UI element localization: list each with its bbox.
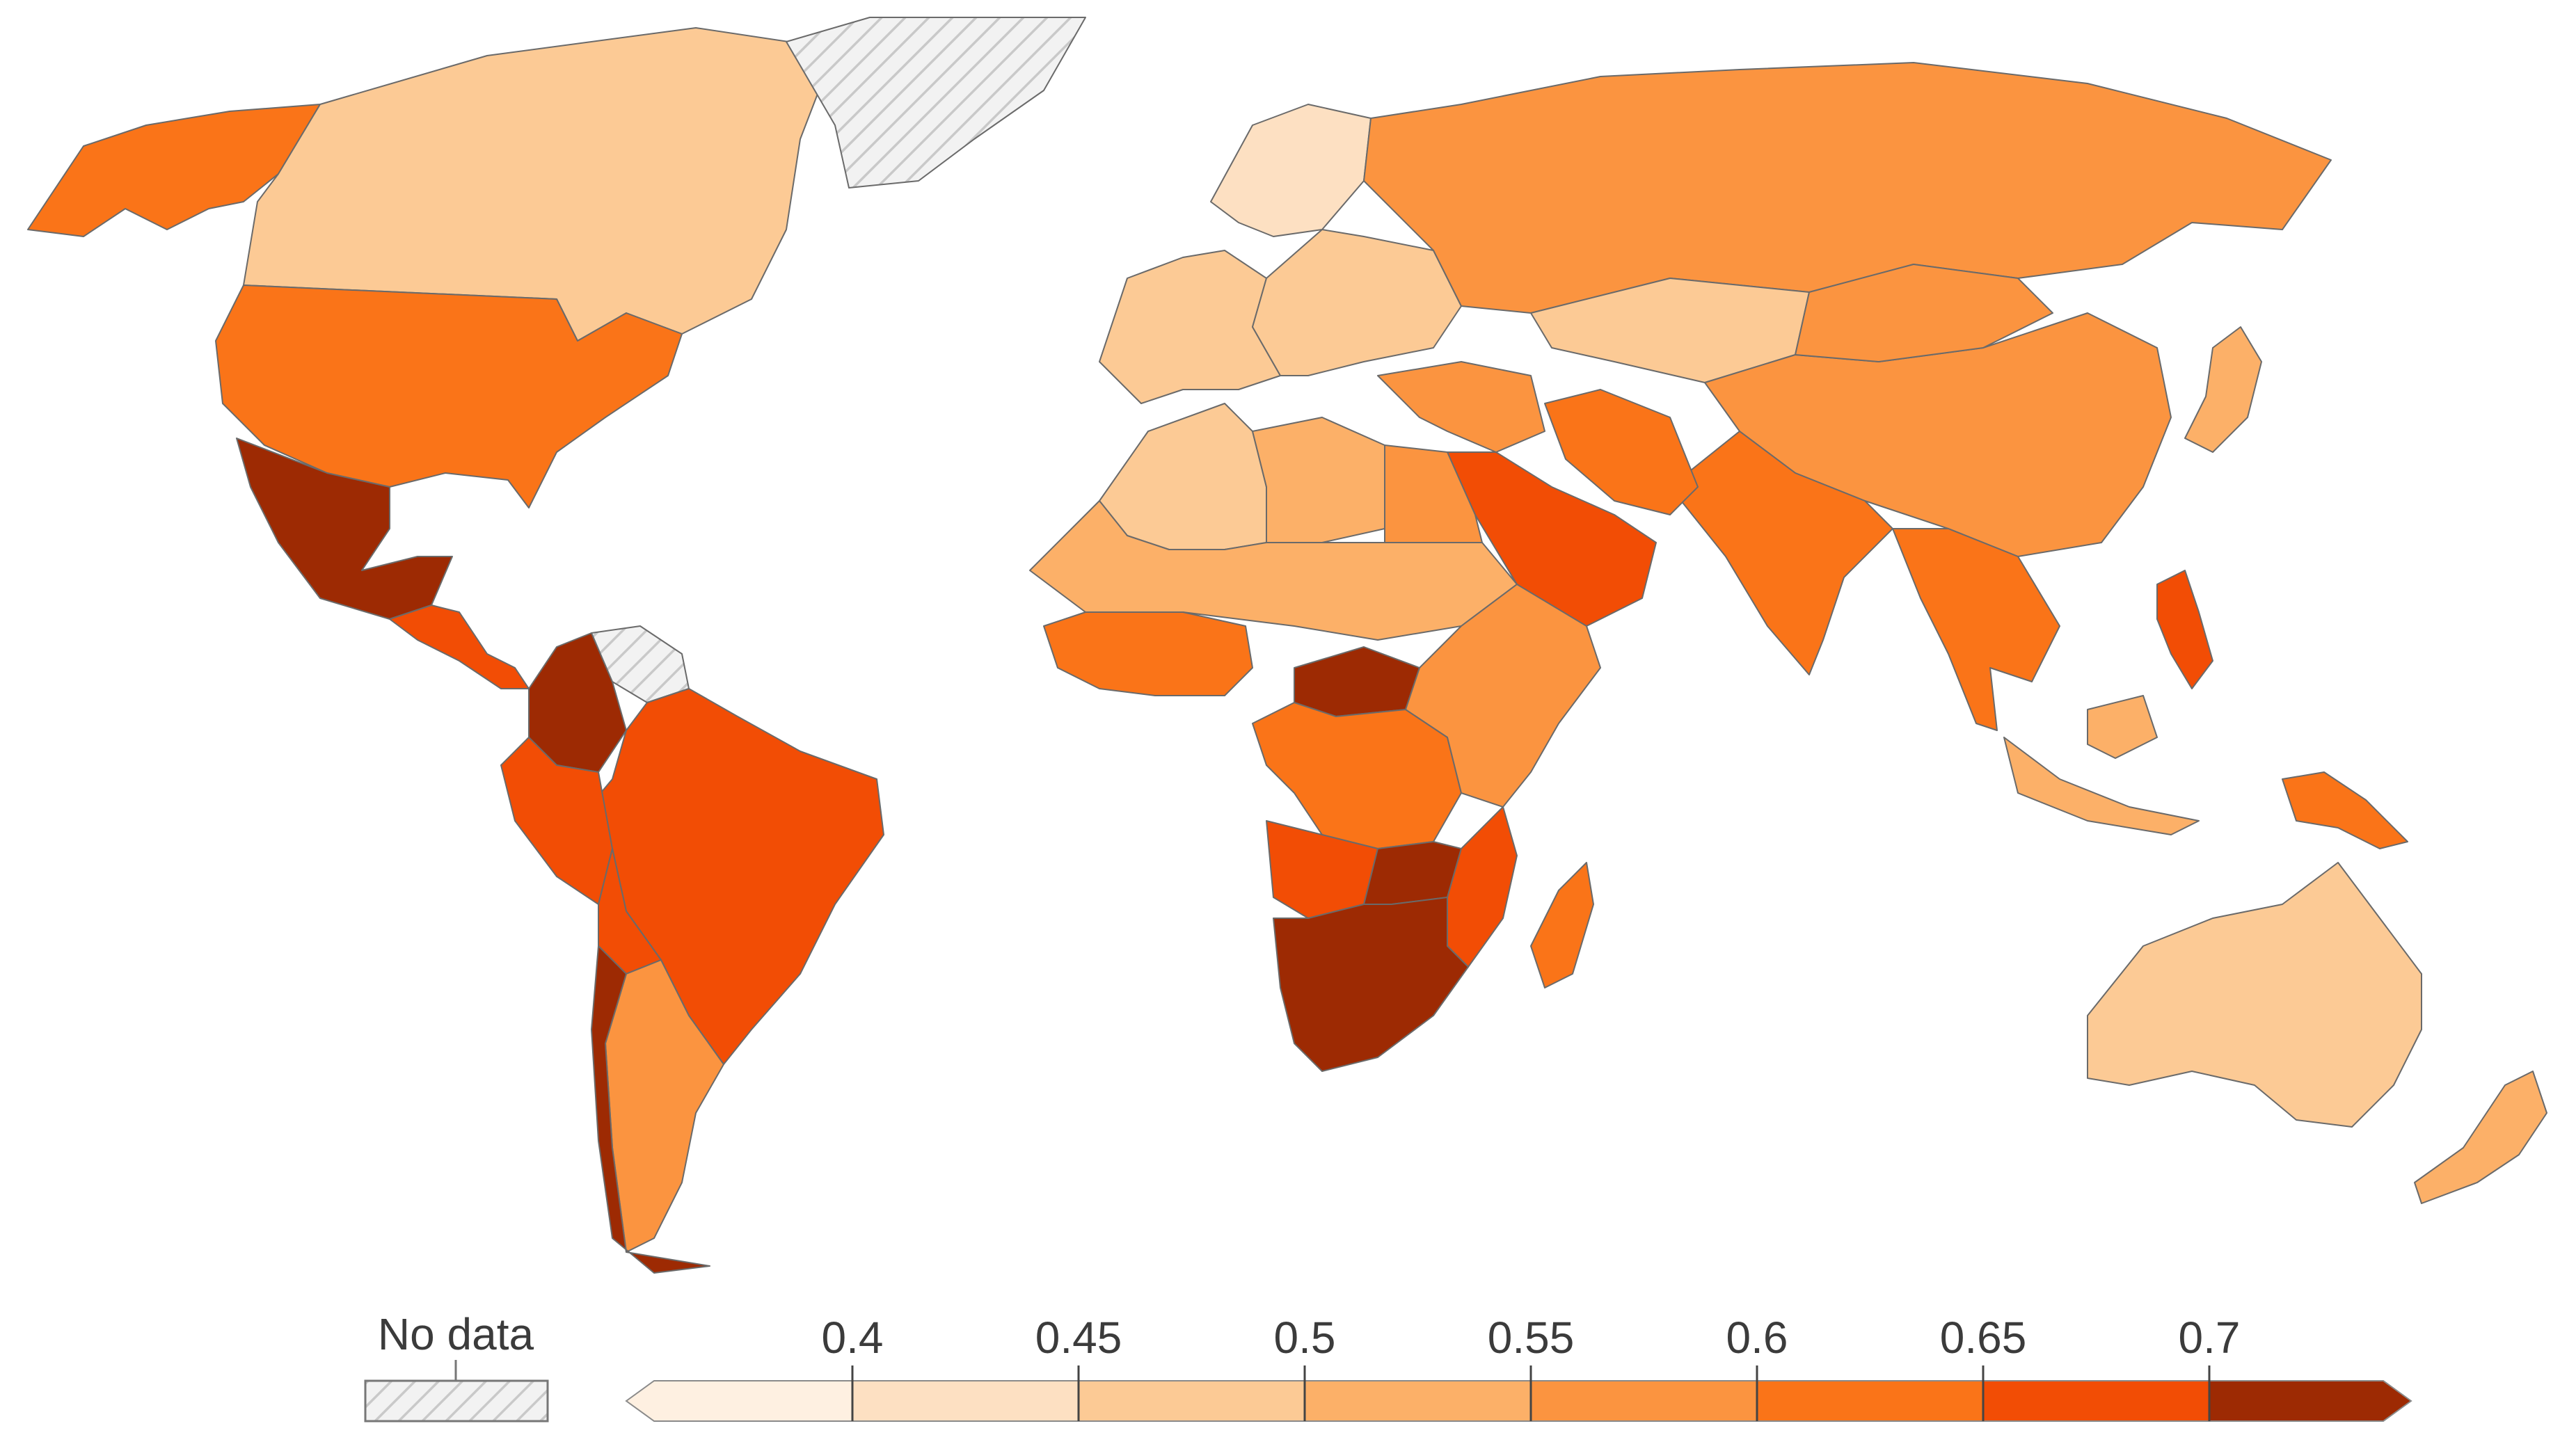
legend-bin	[1530, 1380, 1758, 1422]
region-madagascar[interactable]	[1530, 862, 1594, 988]
region-australia[interactable]	[2087, 862, 2422, 1128]
legend-bin	[2209, 1380, 2412, 1422]
region-papua-new-guinea[interactable]	[2282, 771, 2408, 849]
legend-tick-label: 0.7	[2179, 1313, 2241, 1363]
region-united-states[interactable]	[215, 285, 683, 508]
region-philippines[interactable]	[2156, 570, 2213, 689]
region-east-africa[interactable]	[1405, 584, 1601, 808]
region-scandinavia[interactable]	[1210, 104, 1372, 237]
region-russia[interactable]	[1363, 62, 2332, 314]
region-algeria[interactable]	[1099, 403, 1267, 550]
region-dr-congo[interactable]	[1252, 702, 1462, 849]
no-data-swatch	[364, 1379, 549, 1423]
legend-bin	[852, 1380, 1079, 1422]
legend-tick-label: 0.55	[1488, 1313, 1575, 1363]
no-data-label: No data	[378, 1309, 534, 1359]
legend-bin	[1304, 1380, 1532, 1422]
legend-bin	[1078, 1380, 1305, 1422]
region-sahel[interactable]	[1029, 500, 1518, 641]
region-southern-africa[interactable]	[1273, 897, 1469, 1072]
region-mongolia[interactable]	[1795, 264, 2053, 362]
region-zambia[interactable]	[1363, 841, 1462, 905]
region-chile[interactable]	[591, 945, 710, 1274]
legend: No data 0.4 0.45 0.5 0.55 0.6 0.65 0.7	[364, 1309, 2412, 1423]
legend-bin	[1756, 1380, 1984, 1422]
legend-bin	[625, 1380, 853, 1422]
legend-tick-label: 0.6	[1726, 1313, 1788, 1363]
region-iran[interactable]	[1544, 389, 1699, 515]
region-eastern-europe[interactable]	[1252, 229, 1462, 376]
region-new-zealand[interactable]	[2414, 1071, 2547, 1204]
region-mozambique[interactable]	[1447, 806, 1518, 968]
country-layer	[27, 17, 2547, 1274]
region-saudi-arabia[interactable]	[1447, 451, 1657, 634]
region-southeast-asia[interactable]	[1892, 528, 2060, 731]
legend-tick-label: 0.65	[1940, 1313, 2027, 1363]
region-mexico[interactable]	[236, 438, 453, 620]
legend-tick-label: 0.45	[1035, 1313, 1122, 1363]
legend-tick-label: 0.4	[822, 1313, 884, 1363]
color-scale: 0.4 0.45 0.5 0.55 0.6 0.65 0.7	[625, 1313, 2412, 1422]
region-india[interactable]	[1669, 431, 1893, 675]
legend-bin	[1982, 1380, 2210, 1422]
region-west-africa[interactable]	[1043, 611, 1253, 696]
region-middle-east[interactable]	[1377, 361, 1545, 453]
region-greenland[interactable]	[786, 17, 1086, 189]
region-japan[interactable]	[2184, 326, 2262, 453]
region-indonesia[interactable]	[2003, 695, 2200, 835]
region-libya[interactable]	[1252, 417, 1385, 543]
region-central-america[interactable]	[389, 604, 530, 689]
legend-tick-label: 0.5	[1274, 1313, 1336, 1363]
region-alaska[interactable]	[27, 104, 321, 237]
region-central-african-republic[interactable]	[1294, 646, 1420, 717]
